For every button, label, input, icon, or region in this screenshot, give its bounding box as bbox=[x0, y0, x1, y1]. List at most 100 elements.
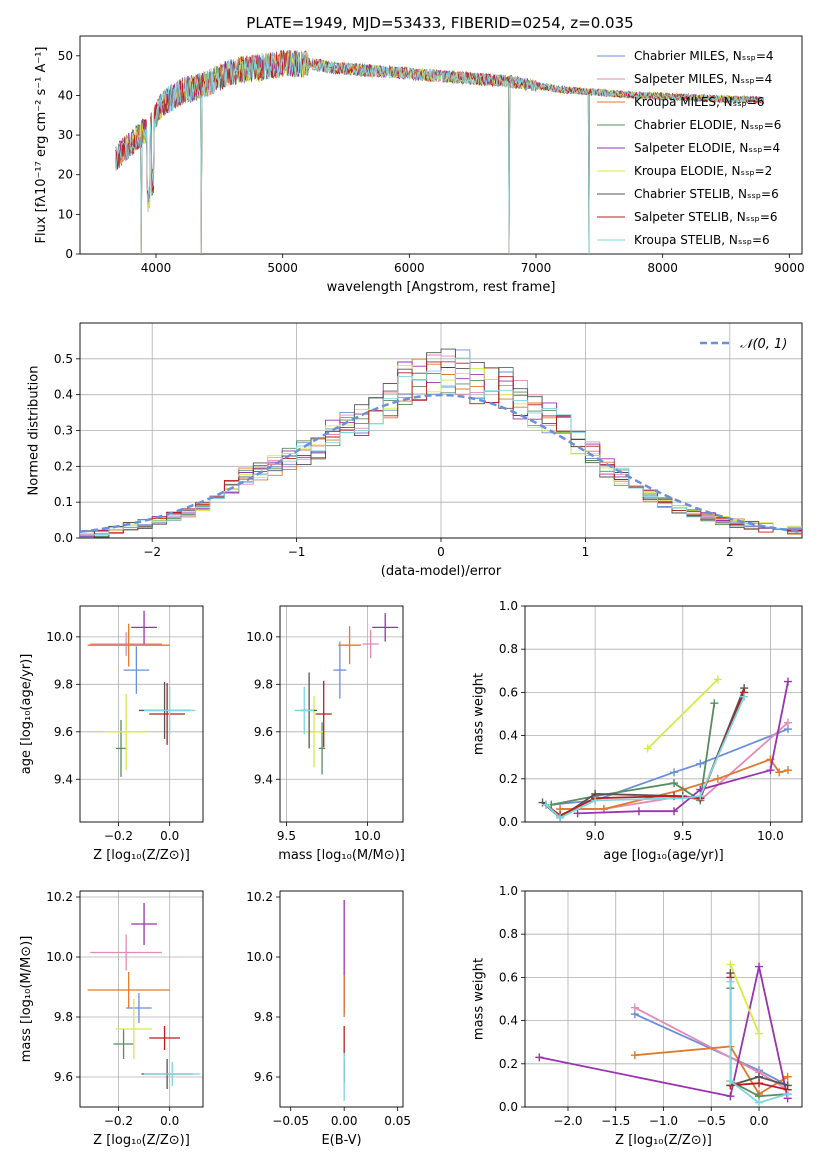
axes-frame bbox=[524, 890, 803, 1108]
x-tick-label: 9.5 bbox=[277, 829, 296, 843]
weight-line-4 bbox=[539, 966, 789, 1099]
weight-marker-1 bbox=[630, 1003, 639, 1012]
weight-marker-8 bbox=[542, 800, 551, 809]
x-tick-label: 5000 bbox=[267, 261, 298, 275]
x-tick-label: 9000 bbox=[774, 261, 805, 275]
weight-marker-8 bbox=[740, 692, 749, 701]
weight-marker-0 bbox=[696, 759, 705, 768]
weight-line-7 bbox=[545, 692, 745, 817]
legend-label-7: Salpeter STELIB, Nₛₛₚ=6 bbox=[634, 210, 778, 224]
axes-frame bbox=[79, 605, 204, 823]
legend-label-6: Chabrier STELIB, Nₛₛₚ=6 bbox=[634, 187, 779, 201]
y-tick-label: 9.8 bbox=[54, 1010, 73, 1024]
x-tick-label: −1.5 bbox=[601, 1114, 630, 1128]
y-tick-label: 40 bbox=[58, 88, 73, 102]
weight-line-3 bbox=[551, 703, 716, 806]
weight-marker-0 bbox=[670, 768, 679, 777]
errorbar-point-4 bbox=[372, 613, 399, 642]
weight-marker-8 bbox=[755, 1098, 764, 1107]
weight-marker-4 bbox=[726, 1092, 735, 1101]
errorbar-point-7 bbox=[149, 683, 186, 745]
weight-marker-4 bbox=[670, 807, 679, 816]
y-tick-label: 0.2 bbox=[499, 772, 518, 786]
x-axis-label: age [log₁₀(age/yr)] bbox=[603, 848, 724, 863]
axes-frame bbox=[524, 605, 803, 823]
y-tick-label: 9.6 bbox=[54, 1070, 73, 1084]
x-axis-label: mass [log₁₀(M/M⊙)] bbox=[278, 848, 405, 863]
age-vs-Z-points bbox=[87, 610, 196, 777]
x-tick-label: 0.00 bbox=[331, 1114, 358, 1128]
errorbar-point-0 bbox=[126, 993, 152, 1023]
errorbar-point-8 bbox=[144, 686, 196, 735]
x-tick-label: −2.0 bbox=[553, 1114, 582, 1128]
y-tick-label: 9.8 bbox=[254, 1010, 273, 1024]
y-tick-label: 0.0 bbox=[54, 531, 73, 545]
errorbar-point-3 bbox=[113, 1029, 134, 1059]
weight-line-8 bbox=[545, 696, 745, 819]
weight-marker-2 bbox=[630, 1051, 639, 1060]
weight-marker-2 bbox=[783, 766, 792, 775]
x-tick-label: 7000 bbox=[521, 261, 552, 275]
weight-marker-8 bbox=[783, 1090, 792, 1099]
weight-marker-5 bbox=[755, 1029, 764, 1038]
axes-frame bbox=[79, 322, 803, 539]
x-tick-label: 0.0 bbox=[749, 1114, 768, 1128]
y-tick-label: 9.4 bbox=[54, 772, 73, 786]
y-tick-label: 0.2 bbox=[54, 459, 73, 473]
weight-marker-2 bbox=[713, 774, 722, 783]
legend-label-8: Kroupa STELIB, Nₛₛₚ=6 bbox=[634, 233, 770, 247]
y-tick-label: 10.0 bbox=[246, 630, 273, 644]
y-tick-label: 9.8 bbox=[54, 677, 73, 691]
y-tick-label: 10.0 bbox=[46, 950, 73, 964]
y-tick-label: 9.6 bbox=[254, 725, 273, 739]
y-axis-label: mass weight bbox=[472, 673, 487, 755]
errorbar-point-3 bbox=[318, 722, 326, 775]
errorbar-point-5 bbox=[115, 999, 152, 1059]
y-tick-label: 10.0 bbox=[246, 950, 273, 964]
y-tick-label: 0.4 bbox=[499, 1014, 518, 1028]
y-tick-label: 0.4 bbox=[499, 729, 518, 743]
weight-line-2 bbox=[634, 1045, 789, 1096]
x-tick-label: 9.5 bbox=[673, 829, 692, 843]
y-axis-label: age [log₁₀(age/yr)] bbox=[19, 654, 34, 775]
x-tick-label: −0.05 bbox=[272, 1114, 309, 1128]
x-tick-label: 10.0 bbox=[757, 829, 784, 843]
weight-marker-3 bbox=[710, 699, 719, 708]
weight-vs-age-series bbox=[538, 675, 792, 822]
errorbar-point-3 bbox=[115, 719, 127, 777]
x-tick-label: −0.2 bbox=[104, 829, 133, 843]
x-tick-label: 2 bbox=[726, 545, 734, 559]
x-tick-label: 1 bbox=[582, 545, 590, 559]
errorbar-point-0 bbox=[123, 646, 150, 694]
errorbar-point-4 bbox=[131, 610, 157, 644]
y-tick-label: 10 bbox=[58, 207, 73, 221]
weight-vs-Z-panel: −2.0 −1.5 −1.0 −0.5 0.0 0.0 0.2 0.4 0.6 0.8 1.0 Z [… bbox=[472, 884, 803, 1148]
legend-label-3: Chabrier ELODIE, Nₛₛₚ=6 bbox=[634, 118, 781, 132]
x-tick-label: 4000 bbox=[141, 261, 172, 275]
legend-label-2: Kroupa MILES, Nₛₛₚ=6 bbox=[634, 95, 764, 109]
x-axis-label: (data-model)/error bbox=[381, 564, 502, 579]
y-tick-label: 0.6 bbox=[499, 685, 518, 699]
weight-marker-1 bbox=[783, 718, 792, 727]
weight-marker-4 bbox=[573, 809, 582, 818]
x-axis-label: wavelength [Angstrom, rest frame] bbox=[327, 280, 556, 295]
weight-line-5 bbox=[729, 964, 760, 1034]
y-tick-label: 0.8 bbox=[499, 927, 518, 941]
x-axis-label: Z [log₁₀(Z/Z⊙)] bbox=[93, 848, 190, 863]
y-tick-label: 9.8 bbox=[254, 677, 273, 691]
x-axis-label: E(B-V) bbox=[321, 1133, 361, 1148]
x-tick-label: 10.0 bbox=[354, 829, 381, 843]
residuals-legend: 𝒩(0, 1) bbox=[700, 337, 787, 352]
normal-curve bbox=[80, 393, 802, 533]
y-tick-label: 0.2 bbox=[499, 1057, 518, 1071]
errorbar-point-8 bbox=[294, 686, 314, 735]
x-tick-label: 0.0 bbox=[160, 829, 179, 843]
weight-marker-5 bbox=[713, 675, 722, 684]
spectrum-series-8 bbox=[115, 49, 765, 254]
mass-vs-Z-points bbox=[87, 903, 201, 1089]
legend-label-5: Kroupa ELODIE, Nₛₛₚ=2 bbox=[634, 164, 772, 178]
weight-marker-4 bbox=[634, 807, 643, 816]
y-axis-label: Flux [fλ10⁻¹⁷ erg cm⁻² s⁻¹ A⁻¹] bbox=[34, 47, 49, 244]
mass-vs-Z-panel: −0.2 0.0 9.6 9.8 10.0 10.2 Z [log₁₀(Z/Z⊙)] mass… bbox=[19, 890, 204, 1148]
errorbar-point-7 bbox=[315, 680, 332, 748]
